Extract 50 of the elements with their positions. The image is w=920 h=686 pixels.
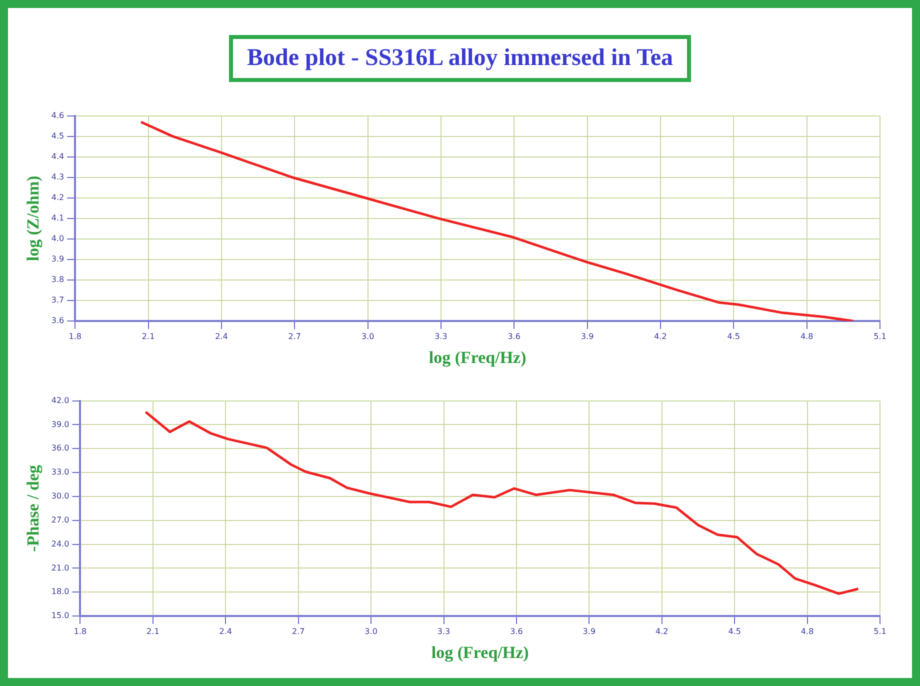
y-axis-title: -Phase / deg bbox=[24, 464, 43, 552]
y-tick-label: 4.4 bbox=[51, 152, 64, 161]
x-tick-label: 3.0 bbox=[361, 332, 374, 341]
x-tick-label: 2.1 bbox=[142, 332, 155, 341]
y-tick-label: 30.0 bbox=[51, 492, 70, 501]
y-axis-title: log (Z/ohm) bbox=[24, 176, 43, 262]
x-tick-label: 2.1 bbox=[146, 626, 160, 636]
y-tick-label: 3.9 bbox=[51, 254, 64, 264]
y-tick-label: 33.0 bbox=[51, 468, 70, 477]
x-tick-label: 3.9 bbox=[582, 626, 596, 636]
x-tick-label: 3.6 bbox=[510, 626, 523, 636]
y-tick-label: 4.2 bbox=[51, 192, 64, 202]
y-tick-label: 18.0 bbox=[51, 587, 70, 596]
x-tick-label: 1.8 bbox=[74, 626, 87, 636]
y-tick-label: 21.0 bbox=[51, 563, 70, 572]
x-axis-title: log (Freq/Hz) bbox=[428, 348, 526, 368]
x-tick-label: 2.4 bbox=[215, 332, 228, 341]
x-tick-label: 3.6 bbox=[508, 332, 521, 341]
y-tick-label: 4.5 bbox=[51, 131, 64, 140]
y-tick-label: 3.6 bbox=[51, 316, 64, 326]
x-tick-label: 4.2 bbox=[656, 626, 668, 636]
y-tick-label: 4.0 bbox=[51, 234, 64, 243]
x-tick-label: 4.8 bbox=[800, 332, 814, 341]
y-tick-label: 4.1 bbox=[51, 213, 64, 222]
x-tick-label: 3.9 bbox=[580, 332, 594, 341]
x-tick-label: 5.1 bbox=[874, 626, 886, 636]
y-tick-label: 15.0 bbox=[51, 611, 70, 620]
x-tick-label: 1.8 bbox=[68, 332, 82, 341]
y-tick-label: 42.0 bbox=[51, 396, 70, 405]
x-tick-label: 3.3 bbox=[437, 626, 450, 636]
x-tick-label: 2.7 bbox=[292, 626, 305, 636]
x-axis-title: log (Freq/Hz) bbox=[431, 643, 529, 662]
y-tick-label: 39.0 bbox=[51, 420, 70, 429]
chart-title: Bode plot - SS316L alloy immersed in Tea bbox=[228, 34, 692, 82]
x-tick-label: 4.5 bbox=[728, 626, 741, 636]
y-tick-label: 3.7 bbox=[51, 296, 64, 305]
y-tick-label: 4.3 bbox=[51, 172, 64, 182]
x-tick-label: 4.8 bbox=[800, 626, 814, 636]
x-tick-label: 3.0 bbox=[364, 626, 378, 636]
x-tick-label: 4.5 bbox=[727, 332, 740, 341]
x-tick-label: 4.2 bbox=[654, 332, 667, 341]
y-tick-label: 3.8 bbox=[51, 275, 64, 284]
x-tick-label: 2.4 bbox=[219, 626, 232, 636]
x-tick-label: 3.3 bbox=[434, 332, 448, 341]
x-tick-label: 2.7 bbox=[288, 332, 301, 341]
x-tick-label: 5.1 bbox=[874, 332, 886, 341]
y-tick-label: 4.6 bbox=[51, 110, 64, 120]
y-tick-label: 27.0 bbox=[51, 515, 70, 524]
y-tick-label: 36.0 bbox=[51, 444, 70, 453]
y-tick-label: 24.0 bbox=[51, 539, 70, 548]
